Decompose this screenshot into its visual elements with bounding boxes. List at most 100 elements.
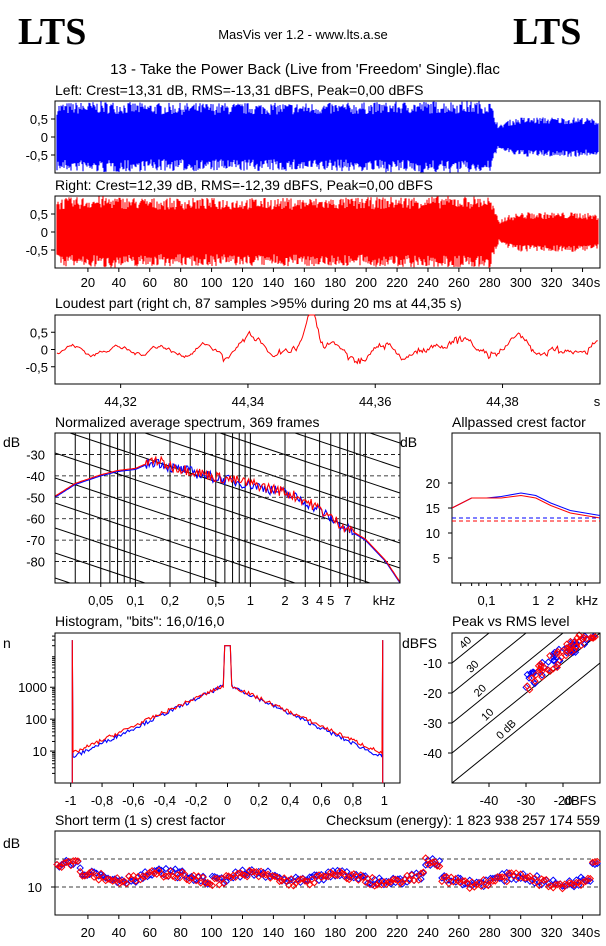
scatter-point — [544, 666, 553, 675]
x-unit-label: s — [594, 925, 601, 940]
scatter-point — [190, 871, 198, 880]
scatter-point — [538, 673, 546, 681]
x-tick-label: 3 — [302, 593, 309, 608]
scatter-point — [468, 878, 476, 886]
x-tick-label: 44,36 — [359, 394, 392, 409]
scatter-point — [268, 872, 277, 880]
x-tick-label: 44,32 — [104, 394, 137, 409]
y-tick-label: -40 — [423, 746, 442, 761]
x-tick-label: 0,1 — [477, 593, 495, 608]
scatter-point — [113, 874, 121, 882]
scatter-point — [132, 878, 140, 886]
scatter-point — [382, 880, 390, 889]
y-tick-label: -50 — [26, 490, 45, 505]
histogram-left-series — [71, 640, 384, 783]
x-tick-label: 44,34 — [232, 394, 265, 409]
scatter-point — [540, 876, 548, 884]
scatter-point — [521, 874, 530, 882]
x-tick-label: 2 — [281, 593, 288, 608]
scatter-point — [111, 876, 119, 884]
scatter-point — [95, 876, 103, 884]
peakrms-right-series — [523, 631, 599, 694]
scatter-point — [368, 873, 377, 882]
x-tick-label: 4 — [316, 593, 323, 608]
scatter-point — [250, 867, 258, 876]
scatter-point — [271, 872, 279, 881]
x-tick-label: 1 — [532, 593, 539, 608]
scatter-point — [493, 873, 502, 881]
scatter-point — [319, 872, 328, 880]
scatter-point — [498, 873, 506, 881]
allpass-title: Allpassed crest factor — [452, 414, 586, 430]
scatter-point — [331, 871, 339, 879]
x-tick-label: 200 — [355, 275, 377, 290]
scatter-point — [289, 882, 298, 890]
scatter-point — [69, 857, 77, 865]
scatter-point — [217, 875, 226, 883]
x-tick-label: 240 — [417, 925, 439, 940]
x-tick-label: 0,4 — [281, 793, 299, 808]
x-tick-label: 100 — [201, 275, 223, 290]
scatter-point — [382, 877, 390, 886]
x-tick-label: 180 — [324, 925, 346, 940]
x-tick-label: 200 — [355, 925, 377, 940]
logo-right: LTS — [513, 11, 581, 53]
x-tick-label: 300 — [510, 925, 532, 940]
scatter-point — [538, 667, 547, 675]
scatter-point — [387, 878, 395, 886]
x-tick-label: -1 — [65, 793, 77, 808]
scatter-point — [180, 870, 189, 878]
scatter-point — [222, 871, 230, 880]
scatter-point — [122, 880, 131, 888]
x-unit-label: kHz — [576, 593, 598, 608]
x-tick-label: 80 — [173, 925, 187, 940]
scatter-point — [557, 653, 565, 662]
scatter-point — [83, 871, 91, 879]
scatter-point — [558, 647, 566, 655]
scatter-point — [503, 877, 511, 886]
x-tick-label: 60 — [143, 275, 157, 290]
x-tick-label: 0,1 — [126, 593, 144, 608]
scatter-point — [442, 872, 451, 881]
spectrum-ylabel: dB — [3, 434, 20, 450]
scatter-point — [359, 872, 367, 880]
scatter-point — [435, 862, 444, 871]
scatter-point — [129, 871, 138, 880]
scatter-point — [166, 867, 175, 875]
y-tick-label: -40 — [26, 469, 45, 484]
scatter-point — [210, 874, 219, 883]
spectrum-title: Normalized average spectrum, 369 frames — [55, 414, 320, 430]
x-tick-label: 320 — [541, 925, 563, 940]
scatter-point — [187, 874, 196, 882]
peakrms-ylabel: dBFS — [402, 635, 437, 651]
scatter-point — [150, 869, 159, 877]
x-tick-label: 1 — [381, 793, 388, 808]
scatter-point — [546, 651, 554, 660]
x-unit-label: kHz — [373, 593, 395, 608]
scatter-point — [366, 880, 374, 889]
x-tick-label: 40 — [112, 925, 126, 940]
scatter-point — [164, 872, 172, 880]
scatter-point — [570, 881, 578, 889]
scatter-point — [574, 637, 583, 646]
scatter-point — [176, 874, 184, 882]
x-tick-label: 5 — [327, 593, 334, 608]
x-tick-label: 0,2 — [161, 593, 179, 608]
scatter-point — [479, 876, 488, 884]
scatter-point — [414, 876, 423, 884]
scatter-point — [76, 867, 84, 876]
left-title: Left: Crest=13,31 dB, RMS=-13,31 dBFS, P… — [55, 82, 423, 98]
checksum-text: Checksum (energy): 1 823 938 257 174 559 — [326, 812, 600, 828]
x-tick-label: 120 — [232, 925, 254, 940]
scatter-point — [275, 877, 284, 886]
scatter-point — [424, 860, 432, 869]
scatter-point — [245, 867, 254, 876]
scatter-point — [389, 875, 397, 884]
x-tick-label: 280 — [479, 275, 501, 290]
shortterm-title: Short term (1 s) crest factor — [55, 812, 226, 828]
histogram-right-series — [71, 640, 384, 783]
scatter-point — [589, 634, 598, 642]
y-tick-label: 10 — [28, 880, 42, 895]
scatter-point — [162, 872, 170, 880]
x-tick-label: 340 — [572, 275, 594, 290]
